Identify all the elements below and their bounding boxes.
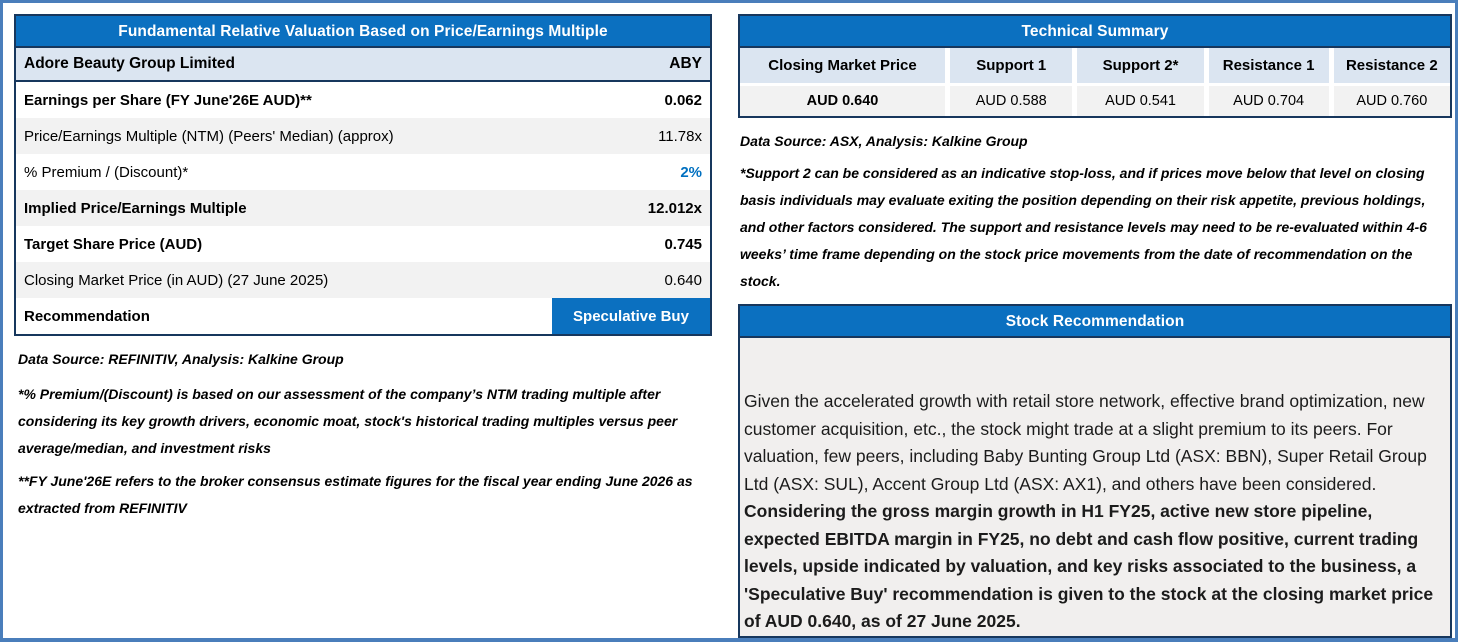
stock-recommendation-title: Stock Recommendation (740, 306, 1450, 338)
valuation-table-title: Fundamental Relative Valuation Based on … (16, 16, 710, 48)
row-value: 0.062 (664, 91, 702, 109)
stock-recommendation-box: Stock Recommendation Given the accelerat… (738, 304, 1452, 638)
table-row: Implied Price/Earnings Multiple 12.012x (16, 190, 710, 226)
tech-col-header: Resistance 2 (1333, 48, 1450, 83)
company-ticker: ABY (669, 55, 702, 72)
recommendation-text-regular: Given the accelerated growth with retail… (744, 391, 1427, 494)
row-label: Implied Price/Earnings Multiple (24, 199, 247, 217)
valuation-table: Fundamental Relative Valuation Based on … (14, 14, 712, 336)
table-row: Price/Earnings Multiple (NTM) (Peers' Me… (16, 118, 710, 154)
recommendation-row: Recommendation Speculative Buy (16, 298, 710, 334)
fy-footnote: **FY June'26E refers to the broker conse… (18, 473, 693, 516)
recommendation-label: Recommendation (24, 307, 150, 325)
row-label: Price/Earnings Multiple (NTM) (Peers' Me… (24, 127, 394, 145)
valuation-source-note: Data Source: REFINITIV, Analysis: Kalkin… (18, 351, 344, 367)
support-footnote: *Support 2 can be considered as an indic… (740, 165, 1427, 289)
premium-footnote: *% Premium/(Discount) is based on our as… (18, 386, 678, 456)
table-row: % Premium / (Discount)* 2% (16, 154, 710, 190)
technical-source-note: Data Source: ASX, Analysis: Kalkine Grou… (740, 133, 1028, 149)
row-label: Target Share Price (AUD) (24, 235, 203, 253)
tech-col-header: Support 2* (1077, 48, 1204, 83)
technical-summary-table: Technical Summary Closing Market Price S… (738, 14, 1452, 118)
company-name: Adore Beauty Group Limited (24, 55, 235, 72)
row-label: % Premium / (Discount)* (24, 163, 189, 181)
table-row: Earnings per Share (FY June'26E AUD)** 0… (16, 82, 710, 118)
tech-col-value: AUD 0.704 (1208, 86, 1329, 116)
tech-col-header: Resistance 1 (1208, 48, 1329, 83)
tech-col-value: AUD 0.588 (950, 86, 1073, 116)
company-row: Adore Beauty Group Limited ABY (16, 48, 710, 82)
row-value: 0.745 (664, 235, 702, 253)
tech-col-header: Support 1 (950, 48, 1073, 83)
recommendation-badge: Speculative Buy (552, 298, 710, 334)
row-value: 11.78x (658, 127, 702, 145)
row-value: 12.012x (647, 199, 702, 217)
technical-section: Technical Summary Closing Market Price S… (738, 14, 1452, 638)
row-label: Closing Market Price (in AUD) (27 June 2… (24, 271, 329, 289)
stock-recommendation-body: Given the accelerated growth with retail… (740, 338, 1450, 636)
tech-col-value: AUD 0.541 (1077, 86, 1204, 116)
valuation-section: Fundamental Relative Valuation Based on … (14, 14, 712, 522)
technical-summary-grid: Closing Market Price Support 1 Support 2… (740, 48, 1450, 116)
row-value: 0.640 (664, 271, 702, 289)
table-row: Closing Market Price (in AUD) (27 June 2… (16, 262, 710, 298)
tech-col-value: AUD 0.640 (740, 86, 945, 116)
tech-col-header: Closing Market Price (740, 48, 945, 83)
recommendation-text-bold: Considering the gross margin growth in H… (744, 501, 1434, 631)
table-row: Target Share Price (AUD) 0.745 (16, 226, 710, 262)
technical-summary-title: Technical Summary (740, 16, 1450, 48)
row-value-premium: 2% (680, 163, 702, 181)
tech-col-value: AUD 0.760 (1333, 86, 1450, 116)
row-label: Earnings per Share (FY June'26E AUD)** (24, 91, 312, 109)
